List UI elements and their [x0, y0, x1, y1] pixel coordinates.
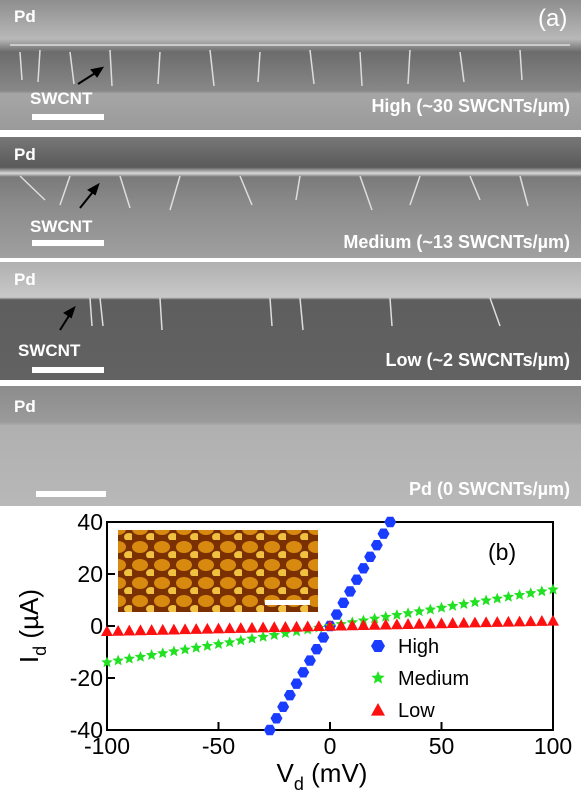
material-label: Pd	[14, 145, 36, 164]
panel-caption: Low (~2 SWCNTs/µm)	[385, 350, 570, 370]
x-label-sub: d	[294, 774, 304, 794]
x-tick-label: -50	[202, 733, 235, 759]
x-tick-label: 50	[429, 733, 455, 759]
x-axis-label: Vd (mV)	[277, 758, 368, 794]
material-label: Pd	[14, 397, 36, 416]
panel-label: (b)	[488, 539, 516, 565]
panel-label: (a)	[538, 5, 567, 32]
y-tick-label: 20	[77, 561, 103, 587]
panel-caption: Pd (0 SWCNTs/µm)	[409, 479, 570, 499]
x-label-unit: (mV)	[304, 758, 368, 788]
y-axis-label: Id (µA)	[14, 589, 50, 663]
tube-label: SWCNT	[30, 217, 93, 236]
y-label-main: I	[14, 656, 44, 663]
y-label-sub: d	[30, 646, 50, 656]
tube-label: SWCNT	[30, 89, 93, 108]
legend-label: High	[398, 636, 439, 658]
material-label: Pd	[14, 270, 36, 289]
y-tick-label: -40	[70, 717, 103, 743]
x-tick-label: 100	[534, 733, 572, 759]
panel-caption: Medium (~13 SWCNTs/µm)	[343, 232, 570, 252]
x-tick-label: 0	[324, 733, 337, 759]
material-label: Pd	[14, 7, 36, 26]
tube-label: SWCNT	[18, 341, 81, 360]
y-label-unit: (µA)	[14, 589, 44, 646]
y-tick-label: 0	[90, 613, 103, 639]
legend-label: Low	[398, 700, 435, 722]
figure: (a) Pd SWCNT High (~30 SWCNTs/µm) Pd SWC…	[0, 0, 581, 798]
afm-inset	[118, 530, 318, 612]
panel-caption: High (~30 SWCNTs/µm)	[371, 96, 570, 116]
page: (a) Pd SWCNT High (~30 SWCNTs/µm) Pd SWC…	[0, 0, 581, 798]
inset-scale-bar	[265, 600, 310, 605]
y-tick-label: 40	[77, 509, 103, 535]
legend-label: Medium	[398, 668, 469, 690]
x-label-main: V	[277, 758, 295, 788]
y-tick-label: -20	[70, 665, 103, 691]
